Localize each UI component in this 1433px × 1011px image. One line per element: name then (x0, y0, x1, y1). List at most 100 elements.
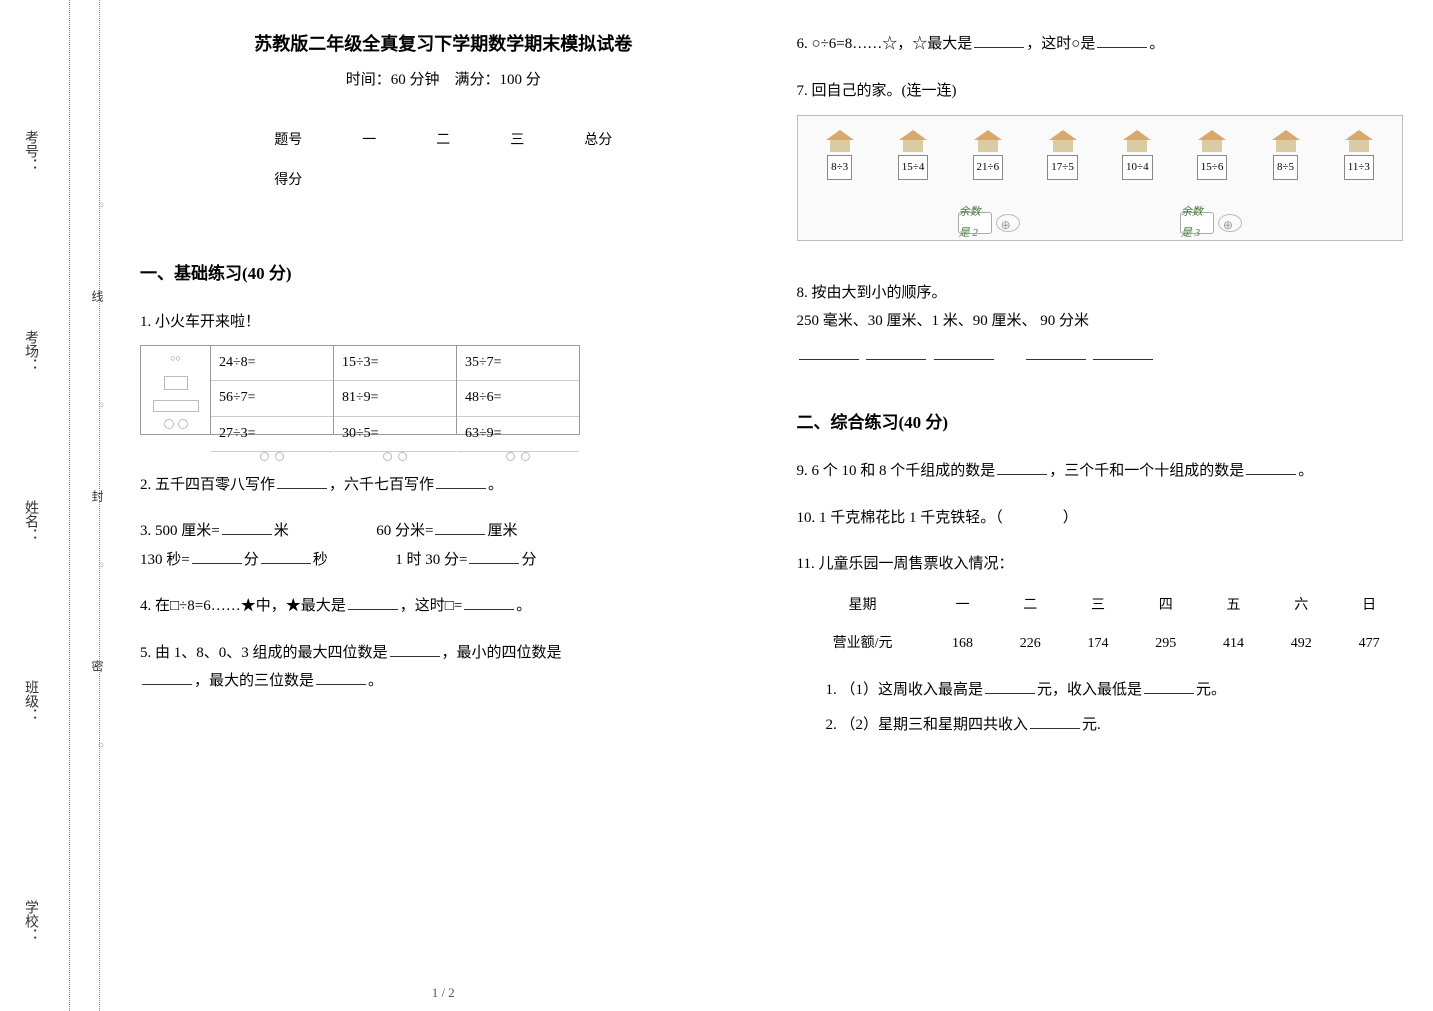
q7-text: 7. 回自己的家。(连一连) (797, 77, 1404, 106)
blank[interactable] (866, 345, 926, 360)
binding-margin: 考号： 考场： 姓名： 班级： 学校： 线 封 密 ○ ○ ○ ○ (0, 0, 110, 1011)
page-columns: 苏教版二年级全真复习下学期数学期末模拟试卷 时间：60 分钟 满分：100 分 … (110, 0, 1433, 1011)
house-item[interactable]: 15÷4 (898, 130, 929, 180)
question-2: 2. 五千四百零八写作，六千七百写作。 (140, 471, 747, 500)
section-1-title: 一、基础练习(40 分) (140, 259, 747, 284)
target-row: 余数是 2 余数是 3 (798, 212, 1403, 234)
blank[interactable] (469, 549, 519, 564)
q4-text: 。 (516, 598, 531, 614)
q6-text: ，这时○是 (1026, 36, 1095, 52)
q2-text: 2. 五千四百零八写作 (140, 477, 275, 493)
blank[interactable] (985, 679, 1035, 694)
blank[interactable] (974, 33, 1024, 48)
question-8: 8. 按由大到小的顺序。 250 毫米、30 厘米、1 米、90 厘米、 90 … (797, 279, 1404, 371)
blank[interactable] (192, 549, 242, 564)
blank[interactable] (222, 520, 272, 535)
blank[interactable] (1026, 345, 1086, 360)
blank[interactable] (261, 549, 311, 564)
blank[interactable] (316, 670, 366, 685)
seal-char-3: 密 (89, 660, 106, 672)
blank[interactable] (934, 345, 994, 360)
rev-header: 星期 (797, 587, 929, 626)
blank[interactable] (1144, 679, 1194, 694)
binding-dotted-line-inner (99, 0, 100, 1011)
blank[interactable] (436, 474, 486, 489)
binding-marker: ○ (98, 400, 104, 411)
rev-header: 日 (1335, 587, 1403, 626)
question-5: 5. 由 1、8、0、3 组成的最大四位数是，最小的四位数是，最大的三位数是。 (140, 639, 747, 696)
question-7: 7. 回自己的家。(连一连) 8÷3 15÷4 21÷6 17÷5 10÷4 1… (797, 77, 1404, 261)
question-9: 9. 6 个 10 和 8 个千组成的数是，三个千和一个十组成的数是。 (797, 457, 1404, 486)
blank[interactable] (435, 520, 485, 535)
house-label: 8÷5 (1273, 155, 1298, 180)
q11-sub2: （2）星期三和星期四共收入元. (841, 711, 1404, 740)
flag-icon: 余数是 3 (1180, 212, 1214, 234)
q2-text: ，六千七百写作 (329, 477, 434, 493)
equation-cell: 30÷5= (334, 417, 456, 453)
equation-cell: 56÷7= (211, 381, 333, 417)
q6-text: 。 (1149, 36, 1164, 52)
q3b-text: 秒 (313, 552, 328, 568)
target-item[interactable]: 余数是 2 (958, 212, 1020, 234)
house-item[interactable]: 10÷4 (1122, 130, 1153, 180)
blank[interactable] (464, 595, 514, 610)
blank[interactable] (1093, 345, 1153, 360)
q3b-text: 130 秒= (140, 552, 190, 568)
house-label: 10÷4 (1122, 155, 1153, 180)
blank[interactable] (997, 460, 1047, 475)
house-label: 15÷4 (898, 155, 929, 180)
house-icon (826, 130, 854, 152)
house-item[interactable]: 15÷6 (1197, 130, 1228, 180)
cart-icon (996, 214, 1020, 232)
rev-cell: 414 (1200, 625, 1268, 664)
score-table: 题号 一 二 三 总分 得分 (244, 119, 642, 199)
q4-text: 4. 在□÷8=6……★中，★最大是 (140, 598, 346, 614)
binding-label-examnum: 考号： (20, 130, 40, 172)
house-label: 17÷5 (1047, 155, 1078, 180)
q8-items: 250 毫米、30 厘米、1 米、90 厘米、 90 分米 (797, 307, 1404, 336)
blank[interactable] (1246, 460, 1296, 475)
flag-icon: 余数是 2 (958, 212, 992, 234)
question-3: 3. 500 厘米=米 60 分米=厘米 130 秒=分秒 1 时 30 分=分 (140, 517, 747, 574)
q5-text: 。 (368, 673, 383, 689)
q11-sub-text: （1）这周收入最高是 (841, 682, 984, 698)
seal-char-2: 封 (89, 490, 106, 502)
equation-cell: 48÷6= (457, 381, 579, 417)
rev-header: 三 (1064, 587, 1132, 626)
house-item[interactable]: 8÷5 (1272, 130, 1300, 180)
rev-cell: 492 (1267, 625, 1335, 664)
q4-text: ，这时□= (400, 598, 463, 614)
blank[interactable] (348, 595, 398, 610)
house-item[interactable]: 21÷6 (973, 130, 1004, 180)
equation-cell: 24÷8= (211, 346, 333, 382)
score-header: 二 (406, 119, 480, 159)
rev-cell: 295 (1132, 625, 1200, 664)
blank[interactable] (277, 474, 327, 489)
blank[interactable] (799, 345, 859, 360)
blank[interactable] (390, 642, 440, 657)
equation-cell: 27÷3= (211, 417, 333, 453)
house-label: 8÷3 (827, 155, 852, 180)
house-item[interactable]: 11÷3 (1344, 130, 1374, 180)
rev-cell: 174 (1064, 625, 1132, 664)
house-item[interactable]: 17÷5 (1047, 130, 1078, 180)
binding-label-school: 学校： (20, 900, 40, 942)
rev-header: 六 (1267, 587, 1335, 626)
exam-title: 苏教版二年级全真复习下学期数学期末模拟试卷 (140, 30, 747, 56)
question-6: 6. ○÷6=8……☆，☆最大是，这时○是。 (797, 30, 1404, 59)
q11-sub-text: （2）星期三和星期四共收入 (841, 717, 1029, 733)
house-item[interactable]: 8÷3 (826, 130, 854, 180)
rev-header: 五 (1200, 587, 1268, 626)
equation-cell: 63÷9= (457, 417, 579, 453)
house-label: 11÷3 (1344, 155, 1374, 180)
blank[interactable] (1030, 714, 1080, 729)
q11-sub1: （1）这周收入最高是元，收入最低是元。 (841, 676, 1404, 705)
page-number: 1 / 2 (140, 965, 747, 1001)
exam-subtitle: 时间：60 分钟 满分：100 分 (140, 68, 747, 89)
q9-text: ，三个千和一个十组成的数是 (1049, 463, 1244, 479)
blank[interactable] (142, 670, 192, 685)
blank[interactable] (1097, 33, 1147, 48)
target-item[interactable]: 余数是 3 (1180, 212, 1242, 234)
q5-text: 5. 由 1、8、0、3 组成的最大四位数是 (140, 645, 388, 661)
q5-text: ，最大的三位数是 (194, 673, 314, 689)
